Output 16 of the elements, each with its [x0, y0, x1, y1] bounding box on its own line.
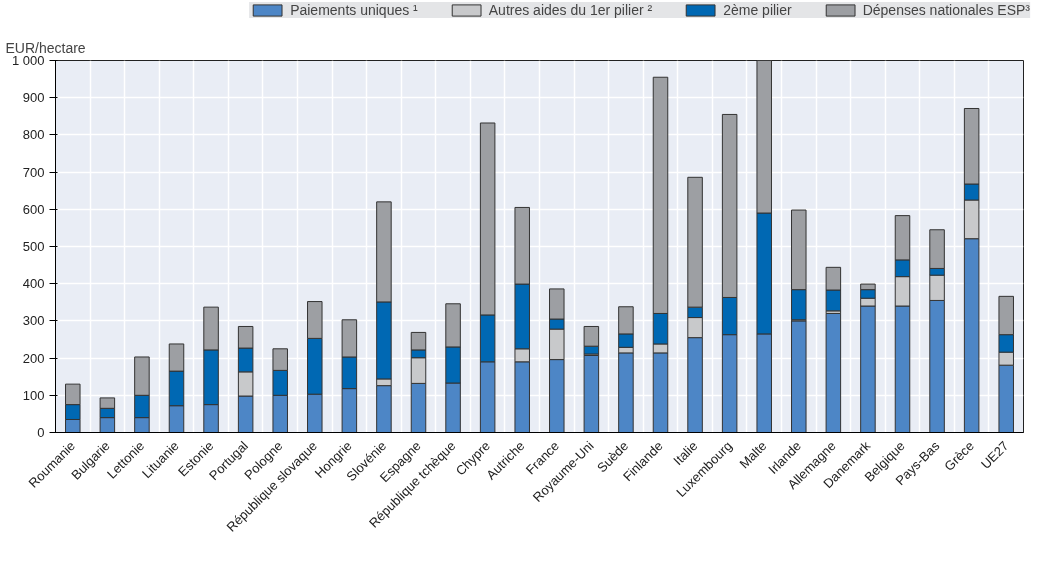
y-tick-label: 300 [22, 313, 45, 329]
legend-label: Dépenses nationales ESP³ [862, 2, 1030, 18]
legend-label: Autres aides du 1er pilier ² [488, 2, 653, 18]
y-tick-label: 500 [22, 239, 45, 254]
y-tick-label: 200 [22, 350, 45, 366]
y-tick-label: 100 [22, 387, 45, 403]
y-tick-label: 400 [22, 276, 45, 292]
y-tick-label: 0 [37, 425, 45, 440]
y-tick-label: 600 [22, 201, 45, 217]
y-tick-label: 1 000 [11, 53, 45, 68]
y-tick-label: 900 [22, 90, 45, 106]
legend-label: Paiements uniques ¹ [290, 2, 418, 18]
legend-label: 2ème pilier [723, 2, 792, 18]
y-tick-label: 800 [22, 127, 45, 143]
y-axis-title: EUR/hectare [5, 39, 86, 56]
y-tick-label: 700 [22, 164, 45, 180]
